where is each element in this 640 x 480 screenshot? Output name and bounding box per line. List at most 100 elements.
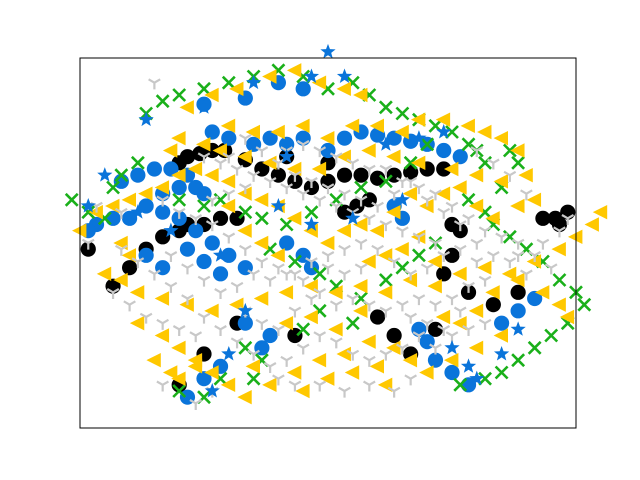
scatter-point	[204, 383, 220, 398]
scatter-point	[526, 192, 542, 208]
scatter-point	[336, 81, 351, 97]
scatter-point	[262, 130, 278, 146]
scatter-point	[179, 241, 196, 257]
scatter-point	[255, 257, 269, 269]
scatter-point	[436, 124, 452, 139]
scatter-point	[238, 183, 252, 195]
scatter-point	[303, 68, 320, 83]
scatter-point	[437, 251, 451, 262]
scatter-point	[311, 352, 327, 368]
scatter-point	[155, 94, 170, 109]
scatter-point	[213, 192, 228, 207]
scatter-point	[511, 155, 526, 170]
scatter-point	[486, 158, 500, 170]
scatter-point	[328, 285, 343, 300]
scatter-point	[444, 161, 459, 177]
scatter-point	[304, 205, 319, 220]
scatter-point	[287, 327, 303, 344]
scatter-point	[171, 167, 186, 183]
scatter-point	[263, 275, 277, 287]
scatter-point	[245, 124, 260, 140]
scatter-point	[123, 300, 136, 312]
scatter-point	[462, 281, 475, 293]
scatter-point	[321, 251, 335, 262]
scatter-point	[247, 349, 260, 361]
scatter-point	[187, 161, 203, 177]
scatter-point	[222, 232, 236, 244]
scatter-point	[403, 155, 418, 170]
scatter-point	[520, 269, 533, 281]
scatter-point	[559, 309, 575, 325]
scatter-point	[279, 148, 295, 164]
scatter-point	[410, 112, 426, 127]
scatter-point	[114, 244, 128, 256]
scatter-point	[280, 269, 294, 281]
scatter-point	[394, 241, 409, 257]
scatter-point	[197, 81, 211, 96]
scatter-point	[419, 365, 434, 380]
scatter-point	[288, 380, 302, 392]
scatter-point	[404, 177, 418, 188]
scatter-point	[435, 112, 451, 127]
scatter-point	[536, 238, 550, 250]
scatter-point	[345, 316, 360, 331]
scatter-point	[468, 303, 484, 319]
scatter-point	[502, 143, 517, 158]
scatter-point	[205, 195, 219, 207]
scatter-point	[221, 247, 237, 263]
scatter-point	[154, 291, 170, 306]
scatter-point	[437, 325, 451, 336]
scatter-point	[353, 87, 368, 103]
scatter-point	[105, 210, 121, 226]
scatter-point	[371, 201, 384, 213]
scatter-point	[221, 75, 236, 90]
scatter-point	[503, 170, 517, 182]
scatter-point	[262, 69, 277, 84]
scatter-point	[535, 210, 551, 226]
scatter-point	[404, 312, 418, 324]
scatter-point	[286, 365, 302, 380]
scatter-point	[379, 220, 393, 232]
scatter-point	[577, 297, 592, 312]
scatter-point	[296, 343, 310, 355]
scatter-point	[362, 380, 376, 392]
scatter-point	[204, 235, 220, 251]
scatter-point	[420, 195, 434, 207]
scatter-point	[237, 149, 252, 164]
scatter-point	[544, 263, 558, 275]
scatter-point	[148, 269, 161, 281]
scatter-point	[253, 291, 269, 306]
scatter-point	[237, 389, 252, 405]
scatter-point	[436, 161, 452, 177]
scatter-point	[412, 183, 426, 195]
scatter-point	[444, 339, 460, 355]
axes-frame	[79, 57, 577, 429]
scatter-point	[511, 238, 525, 250]
scatter-point	[427, 321, 444, 337]
scatter-point	[453, 220, 467, 232]
scatter-point	[378, 136, 394, 151]
scatter-point	[296, 140, 310, 151]
scatter-point	[295, 118, 310, 134]
scatter-point	[493, 346, 510, 361]
scatter-point	[154, 180, 170, 195]
scatter-point	[462, 214, 475, 225]
scatter-point	[353, 278, 368, 294]
scatter-point	[171, 179, 187, 196]
scatter-point	[138, 111, 154, 127]
scatter-point	[245, 359, 260, 374]
scatter-point	[288, 254, 302, 269]
scatter-point	[114, 207, 128, 219]
scatter-point	[436, 142, 452, 159]
scatter-point	[461, 192, 476, 207]
scatter-point	[321, 263, 335, 275]
scatter-point	[229, 81, 244, 97]
scatter-point	[460, 118, 475, 134]
scatter-point	[468, 198, 484, 214]
scatter-point	[510, 198, 525, 214]
scatter-point	[280, 183, 294, 195]
scatter-point	[305, 294, 318, 306]
scatter-point	[336, 130, 353, 146]
scatter-point	[130, 155, 145, 170]
scatter-point	[106, 180, 120, 195]
